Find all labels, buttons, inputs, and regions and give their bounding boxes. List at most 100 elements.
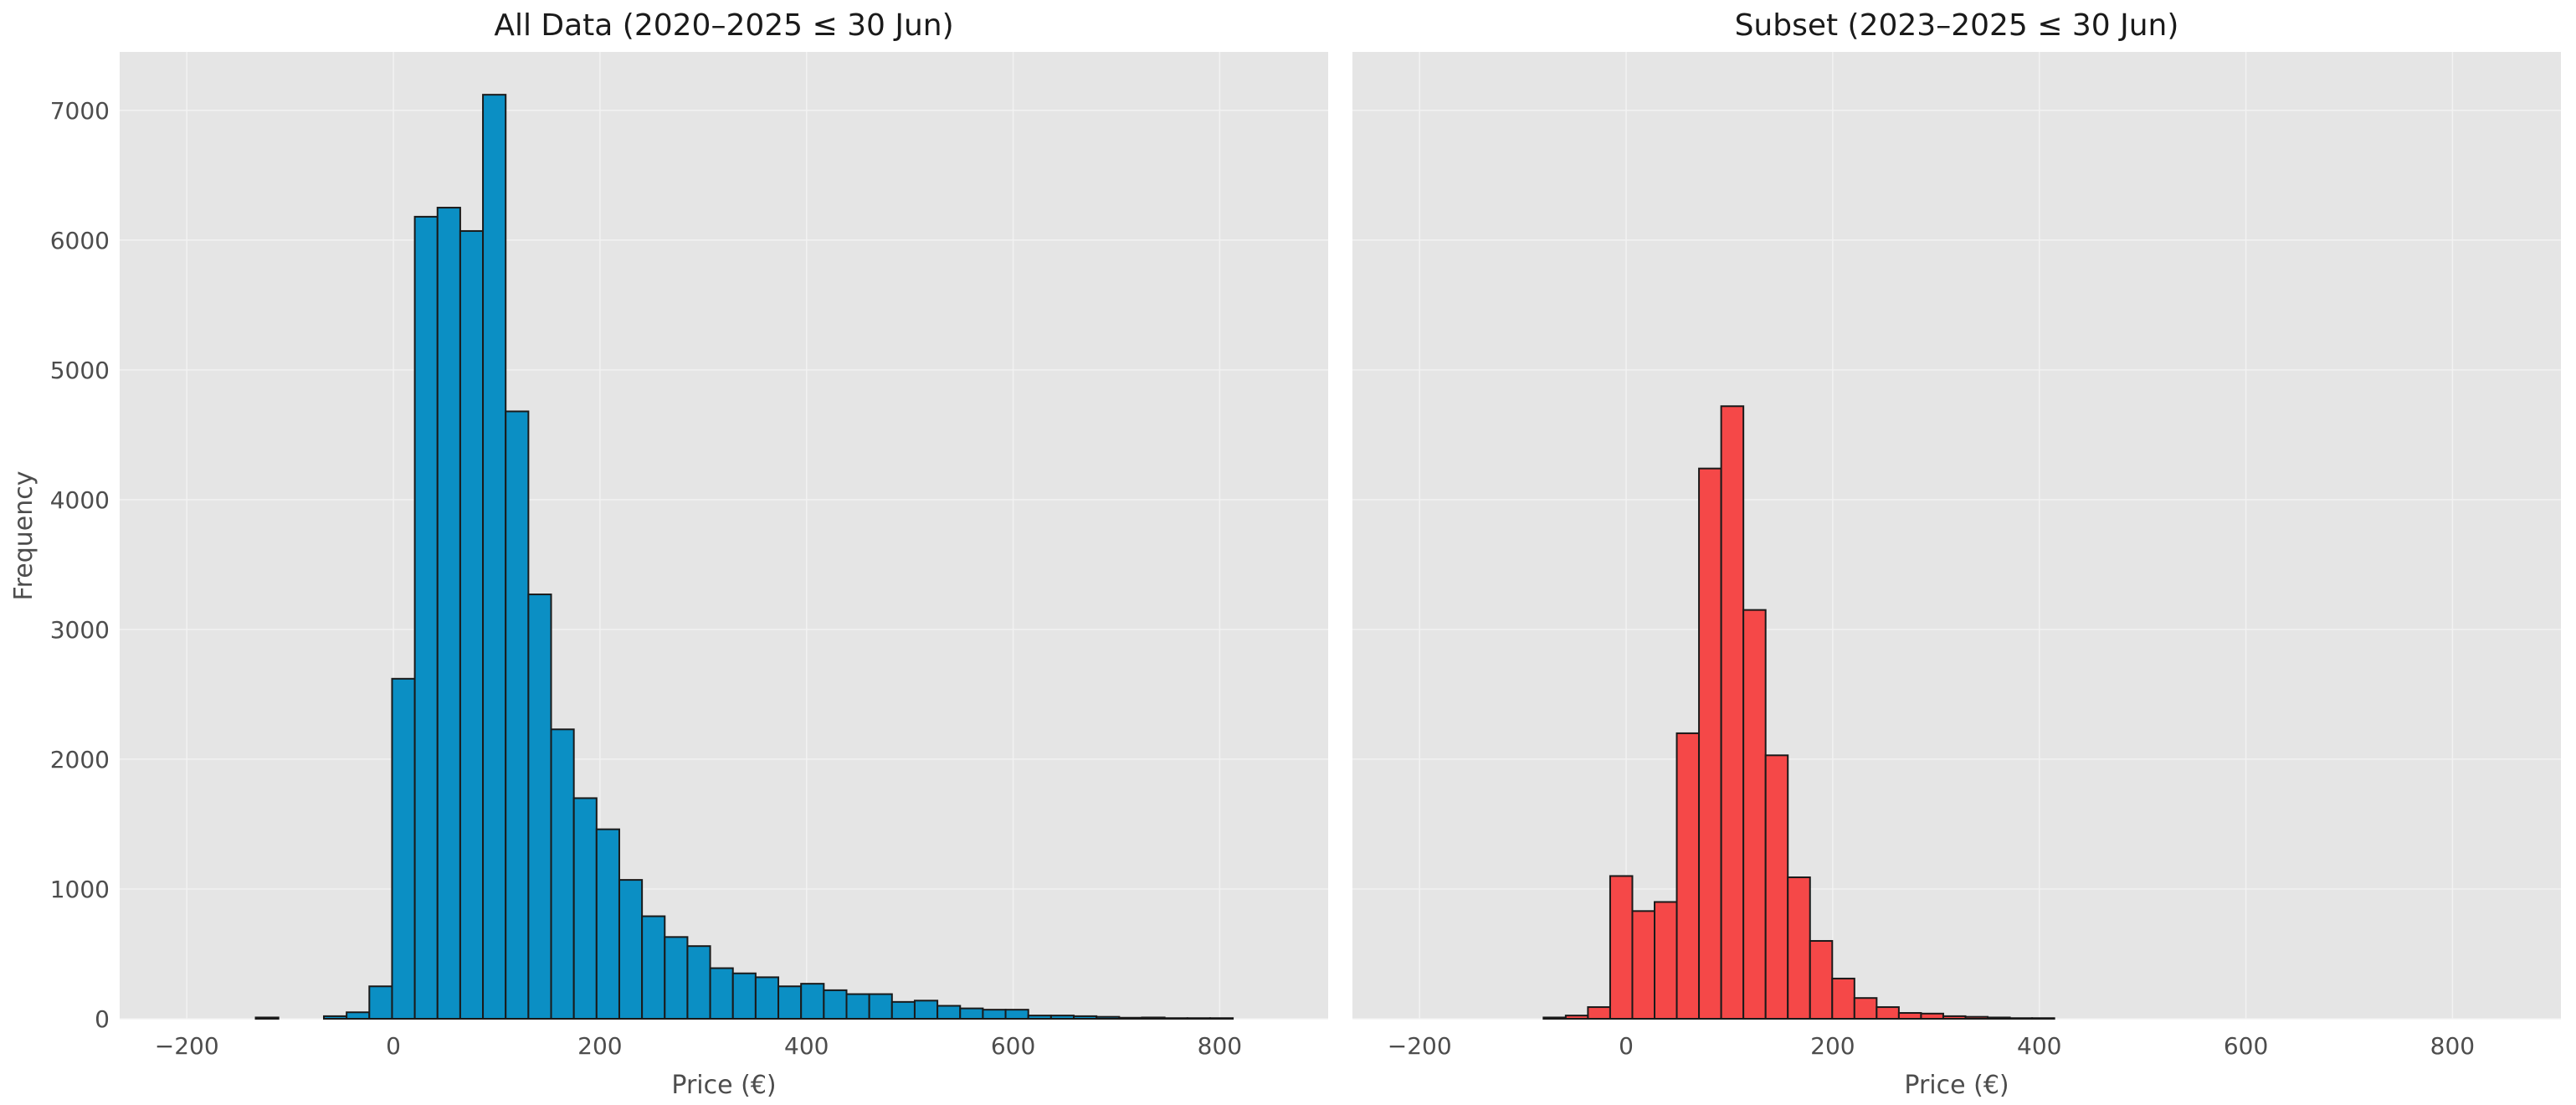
histogram-bar-all-data — [1186, 1017, 1211, 1020]
panel-all-data: 0 1000 2000 3000 4000 5000 6000 7000 −200 0 200 40… — [9, 8, 1328, 1100]
y-tick-label: 4000 — [50, 486, 110, 514]
histogram-bar-all-data — [936, 1005, 962, 1020]
histogram-bar-subset — [1742, 609, 1767, 1020]
x-tick-label: −200 — [1388, 1032, 1452, 1060]
histogram-bar-subset — [1720, 405, 1745, 1020]
histogram-bar-all-data — [527, 594, 552, 1020]
plot-area-all-data — [120, 52, 1328, 1019]
histogram-bar-subset — [1609, 875, 1634, 1020]
bars-subset — [1542, 405, 2055, 1020]
x-tick-label: −200 — [155, 1032, 219, 1060]
x-tick-label: 600 — [2224, 1032, 2268, 1060]
x-tick-label: 800 — [2430, 1032, 2475, 1060]
histogram-bar-subset — [1631, 910, 1655, 1020]
histogram-bar-subset — [1987, 1016, 2011, 1020]
chart-title-all-data: All Data (2020–2025 ≤ 30 Jun) — [494, 8, 953, 43]
histogram-bar-subset — [1809, 939, 1834, 1020]
x-tick-label: 0 — [386, 1032, 401, 1060]
x-axis-label-all-data: Price (€) — [671, 1071, 776, 1100]
histogram-bar-all-data — [323, 1015, 348, 1020]
histogram-bar-all-data — [459, 229, 485, 1020]
x-tick-label: 600 — [991, 1032, 1035, 1060]
histogram-bar-all-data — [1118, 1016, 1143, 1020]
histogram-bar-all-data — [868, 993, 893, 1020]
histogram-bar-all-data — [595, 828, 620, 1020]
histogram-bar-subset — [1876, 1006, 1900, 1020]
histogram-bar-all-data — [391, 677, 416, 1020]
x-tick-label: 800 — [1198, 1032, 1242, 1060]
histogram-bar-all-data — [709, 967, 734, 1020]
x-axis-label-subset: Price (€) — [1904, 1071, 2009, 1100]
histogram-bar-subset — [1587, 1006, 1611, 1020]
x-tick-label: 0 — [1619, 1032, 1634, 1060]
histogram-bar-subset — [1564, 1015, 1589, 1020]
histogram-bar-all-data — [1004, 1009, 1029, 1020]
y-tick-label: 2000 — [50, 746, 110, 774]
histogram-bar-subset — [1897, 1012, 1922, 1020]
x-tick-labels-subset: −200 0 200 400 600 800 — [1388, 1032, 2475, 1060]
histogram-bar-all-data — [800, 983, 825, 1020]
histogram-bar-subset — [1964, 1015, 1989, 1020]
histogram-bar-all-data — [482, 94, 507, 1020]
histogram-bar-all-data — [436, 207, 461, 1020]
histogram-bar-all-data — [254, 1016, 280, 1020]
x-tick-label: 400 — [2017, 1032, 2061, 1060]
histogram-bar-subset — [1787, 876, 1811, 1020]
histogram-bar-all-data — [754, 976, 780, 1020]
histogram-bar-all-data — [1163, 1017, 1188, 1020]
histogram-bar-all-data — [777, 985, 803, 1020]
histogram-bar-all-data — [959, 1007, 984, 1020]
histogram-bar-all-data — [618, 879, 644, 1020]
histogram-bar-subset — [1675, 732, 1701, 1020]
y-tick-label: 6000 — [50, 227, 110, 254]
histogram-bar-subset — [1698, 467, 1722, 1020]
chart-title-subset: Subset (2023–2025 ≤ 30 Jun) — [1735, 8, 2179, 43]
histogram-bar-all-data — [572, 797, 598, 1020]
y-tick-label: 5000 — [50, 357, 110, 384]
histogram-bar-subset — [1542, 1016, 1567, 1020]
histogram-bar-all-data — [1096, 1015, 1121, 1020]
histogram-bar-all-data — [368, 985, 393, 1020]
histogram-bar-all-data — [1027, 1015, 1052, 1020]
histogram-bar-all-data — [550, 728, 575, 1020]
histogram-bar-all-data — [823, 989, 848, 1020]
histogram-bar-all-data — [686, 945, 711, 1020]
y-tick-label: 3000 — [50, 616, 110, 644]
histogram-bar-subset — [1942, 1015, 1967, 1020]
y-tick-label: 7000 — [50, 97, 110, 125]
histogram-bar-all-data — [890, 1000, 916, 1020]
histogram-bar-subset — [1831, 977, 1855, 1020]
histogram-bar-all-data — [1208, 1017, 1234, 1020]
histogram-bar-all-data — [1141, 1016, 1166, 1020]
y-tick-label: 1000 — [50, 876, 110, 903]
histogram-bar-all-data — [845, 993, 870, 1020]
histogram-bar-subset — [2031, 1017, 2055, 1020]
y-tick-labels-all-data: 0 1000 2000 3000 4000 5000 6000 7000 — [50, 97, 110, 1033]
x-tick-label: 200 — [577, 1032, 622, 1060]
x-tick-label: 400 — [784, 1032, 829, 1060]
histogram-bar-subset — [1764, 754, 1789, 1020]
histogram-bar-all-data — [1073, 1015, 1098, 1020]
grid-all-data — [120, 52, 1328, 1020]
histogram-bar-subset — [1654, 901, 1678, 1020]
histogram-bar-all-data — [913, 1000, 939, 1020]
histogram-bar-subset — [1853, 997, 1878, 1020]
x-tick-labels-all-data: −200 0 200 400 600 800 — [155, 1032, 1242, 1060]
panel-subset: −200 0 200 400 600 800 Subset (2023–2025 ≤ 30… — [1352, 8, 2561, 1100]
plot-area-subset — [1352, 52, 2561, 1019]
histogram-bar-all-data — [664, 936, 689, 1020]
histogram-bar-all-data — [1049, 1015, 1075, 1020]
histogram-bar-subset — [2009, 1017, 2034, 1020]
bars-all-data — [254, 94, 1234, 1020]
grid-subset — [1352, 52, 2561, 1020]
histogram-bar-all-data — [413, 215, 439, 1020]
y-axis-label: Frequency — [9, 471, 38, 601]
histogram-bar-all-data — [346, 1011, 371, 1020]
histogram-bar-all-data — [982, 1009, 1007, 1020]
histogram-bar-all-data — [505, 410, 530, 1020]
x-tick-label: 200 — [1810, 1032, 1855, 1060]
histogram-bar-subset — [1920, 1012, 1944, 1020]
histogram-bar-all-data — [731, 972, 757, 1020]
histogram-bar-all-data — [641, 915, 666, 1020]
